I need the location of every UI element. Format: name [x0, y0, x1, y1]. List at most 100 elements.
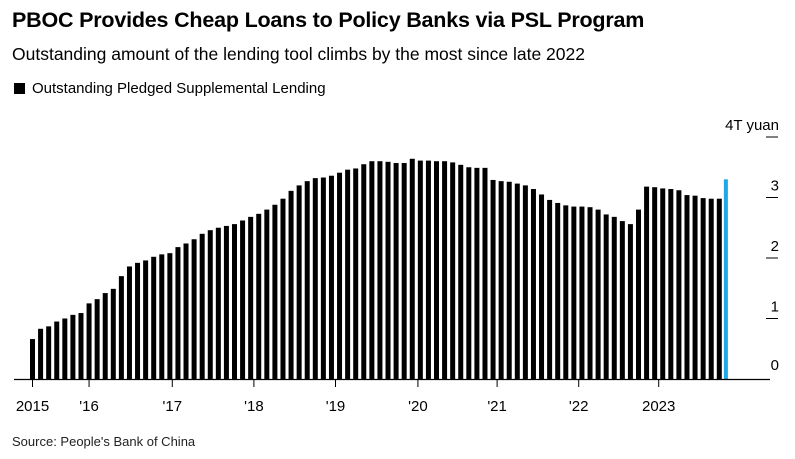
- bar: [183, 243, 189, 379]
- y-tick-label: 0: [771, 357, 779, 374]
- bar: [369, 161, 375, 379]
- bar: [466, 167, 472, 379]
- bar: [223, 225, 229, 379]
- chart-title: PBOC Provides Cheap Loans to Policy Bank…: [12, 8, 645, 32]
- y-tick-label: 2: [771, 238, 779, 255]
- x-tick-label: 2023: [642, 398, 675, 415]
- bar: [248, 216, 254, 379]
- bar: [280, 198, 286, 379]
- bar: [708, 198, 714, 379]
- bar: [175, 247, 181, 379]
- bar: [191, 239, 197, 379]
- bar: [627, 224, 633, 379]
- bar: [256, 213, 262, 379]
- bar: [539, 194, 545, 379]
- x-tick-label: '16: [79, 398, 99, 415]
- bar: [490, 179, 496, 379]
- bar: [547, 199, 553, 379]
- bar: [652, 187, 658, 379]
- chart-subtitle: Outstanding amount of the lending tool c…: [12, 44, 585, 64]
- bar: [312, 178, 318, 379]
- bar: [143, 260, 149, 379]
- bar: [86, 303, 92, 379]
- bar: [522, 185, 528, 379]
- y-tick-label: 1: [771, 299, 779, 316]
- bar: [337, 172, 343, 379]
- bar: [30, 339, 35, 379]
- bar: [636, 209, 641, 379]
- bar: [46, 326, 52, 379]
- bar: [434, 161, 439, 379]
- bar: [328, 175, 334, 379]
- bar: [700, 198, 706, 379]
- bar: [498, 181, 504, 379]
- bar: [102, 293, 108, 379]
- bar: [288, 190, 294, 379]
- bar: [506, 181, 512, 379]
- bar: [264, 209, 270, 379]
- legend-swatch: [14, 83, 25, 94]
- legend: Outstanding Pledged Supplemental Lending: [14, 80, 326, 97]
- bar: [644, 186, 650, 379]
- bar: [474, 167, 480, 379]
- bar: [401, 163, 407, 379]
- bar: [530, 189, 536, 379]
- bar: [377, 161, 383, 379]
- bar: [159, 254, 165, 379]
- bar: [272, 204, 278, 379]
- bar: [692, 195, 698, 379]
- bar: [54, 321, 60, 379]
- bar: [296, 185, 302, 379]
- bar: [450, 162, 456, 379]
- bar: [393, 163, 399, 379]
- bar: [514, 183, 520, 379]
- bar: [595, 209, 601, 379]
- bar: [110, 288, 116, 379]
- bar: [458, 164, 464, 379]
- legend-label: Outstanding Pledged Supplemental Lending: [32, 80, 326, 97]
- x-tick-label: '20: [408, 398, 428, 415]
- bar: [385, 161, 391, 379]
- bar: [668, 189, 674, 379]
- bar: [571, 206, 577, 379]
- bar: [167, 253, 173, 379]
- x-tick-label: '17: [163, 398, 183, 415]
- x-tick-label: 2015: [16, 398, 49, 415]
- bar: [78, 313, 84, 379]
- bar: [361, 164, 367, 379]
- bar: [603, 214, 609, 379]
- bar: [38, 328, 44, 379]
- bar: [353, 168, 359, 379]
- bar: [676, 190, 682, 379]
- bar: [240, 220, 246, 379]
- bar: [442, 161, 448, 379]
- bar: [135, 262, 141, 379]
- bar: [62, 318, 68, 379]
- bar: [482, 167, 488, 379]
- bar: [345, 169, 351, 379]
- bar-latest: [723, 179, 728, 379]
- y-tick-label: 4T yuan: [725, 117, 779, 134]
- bar: [409, 158, 415, 379]
- bar: [579, 206, 585, 379]
- x-tick-label: '18: [244, 398, 264, 415]
- bar: [232, 224, 237, 379]
- bar: [587, 207, 593, 379]
- y-tick-label: 3: [771, 178, 779, 195]
- bar: [70, 314, 76, 379]
- bar: [660, 188, 666, 379]
- x-tick-label: '21: [487, 398, 507, 415]
- bar: [126, 266, 132, 379]
- bar: [425, 160, 431, 379]
- source-note: Source: People's Bank of China: [12, 434, 196, 449]
- bar: [417, 160, 423, 379]
- bar: [118, 276, 124, 379]
- x-tick-label: '22: [569, 398, 589, 415]
- x-tick-label: '19: [326, 398, 346, 415]
- bar: [684, 195, 690, 379]
- bar: [94, 299, 100, 379]
- bar: [215, 227, 221, 379]
- bar: [555, 202, 561, 379]
- bar: [320, 177, 326, 379]
- bar: [199, 233, 205, 379]
